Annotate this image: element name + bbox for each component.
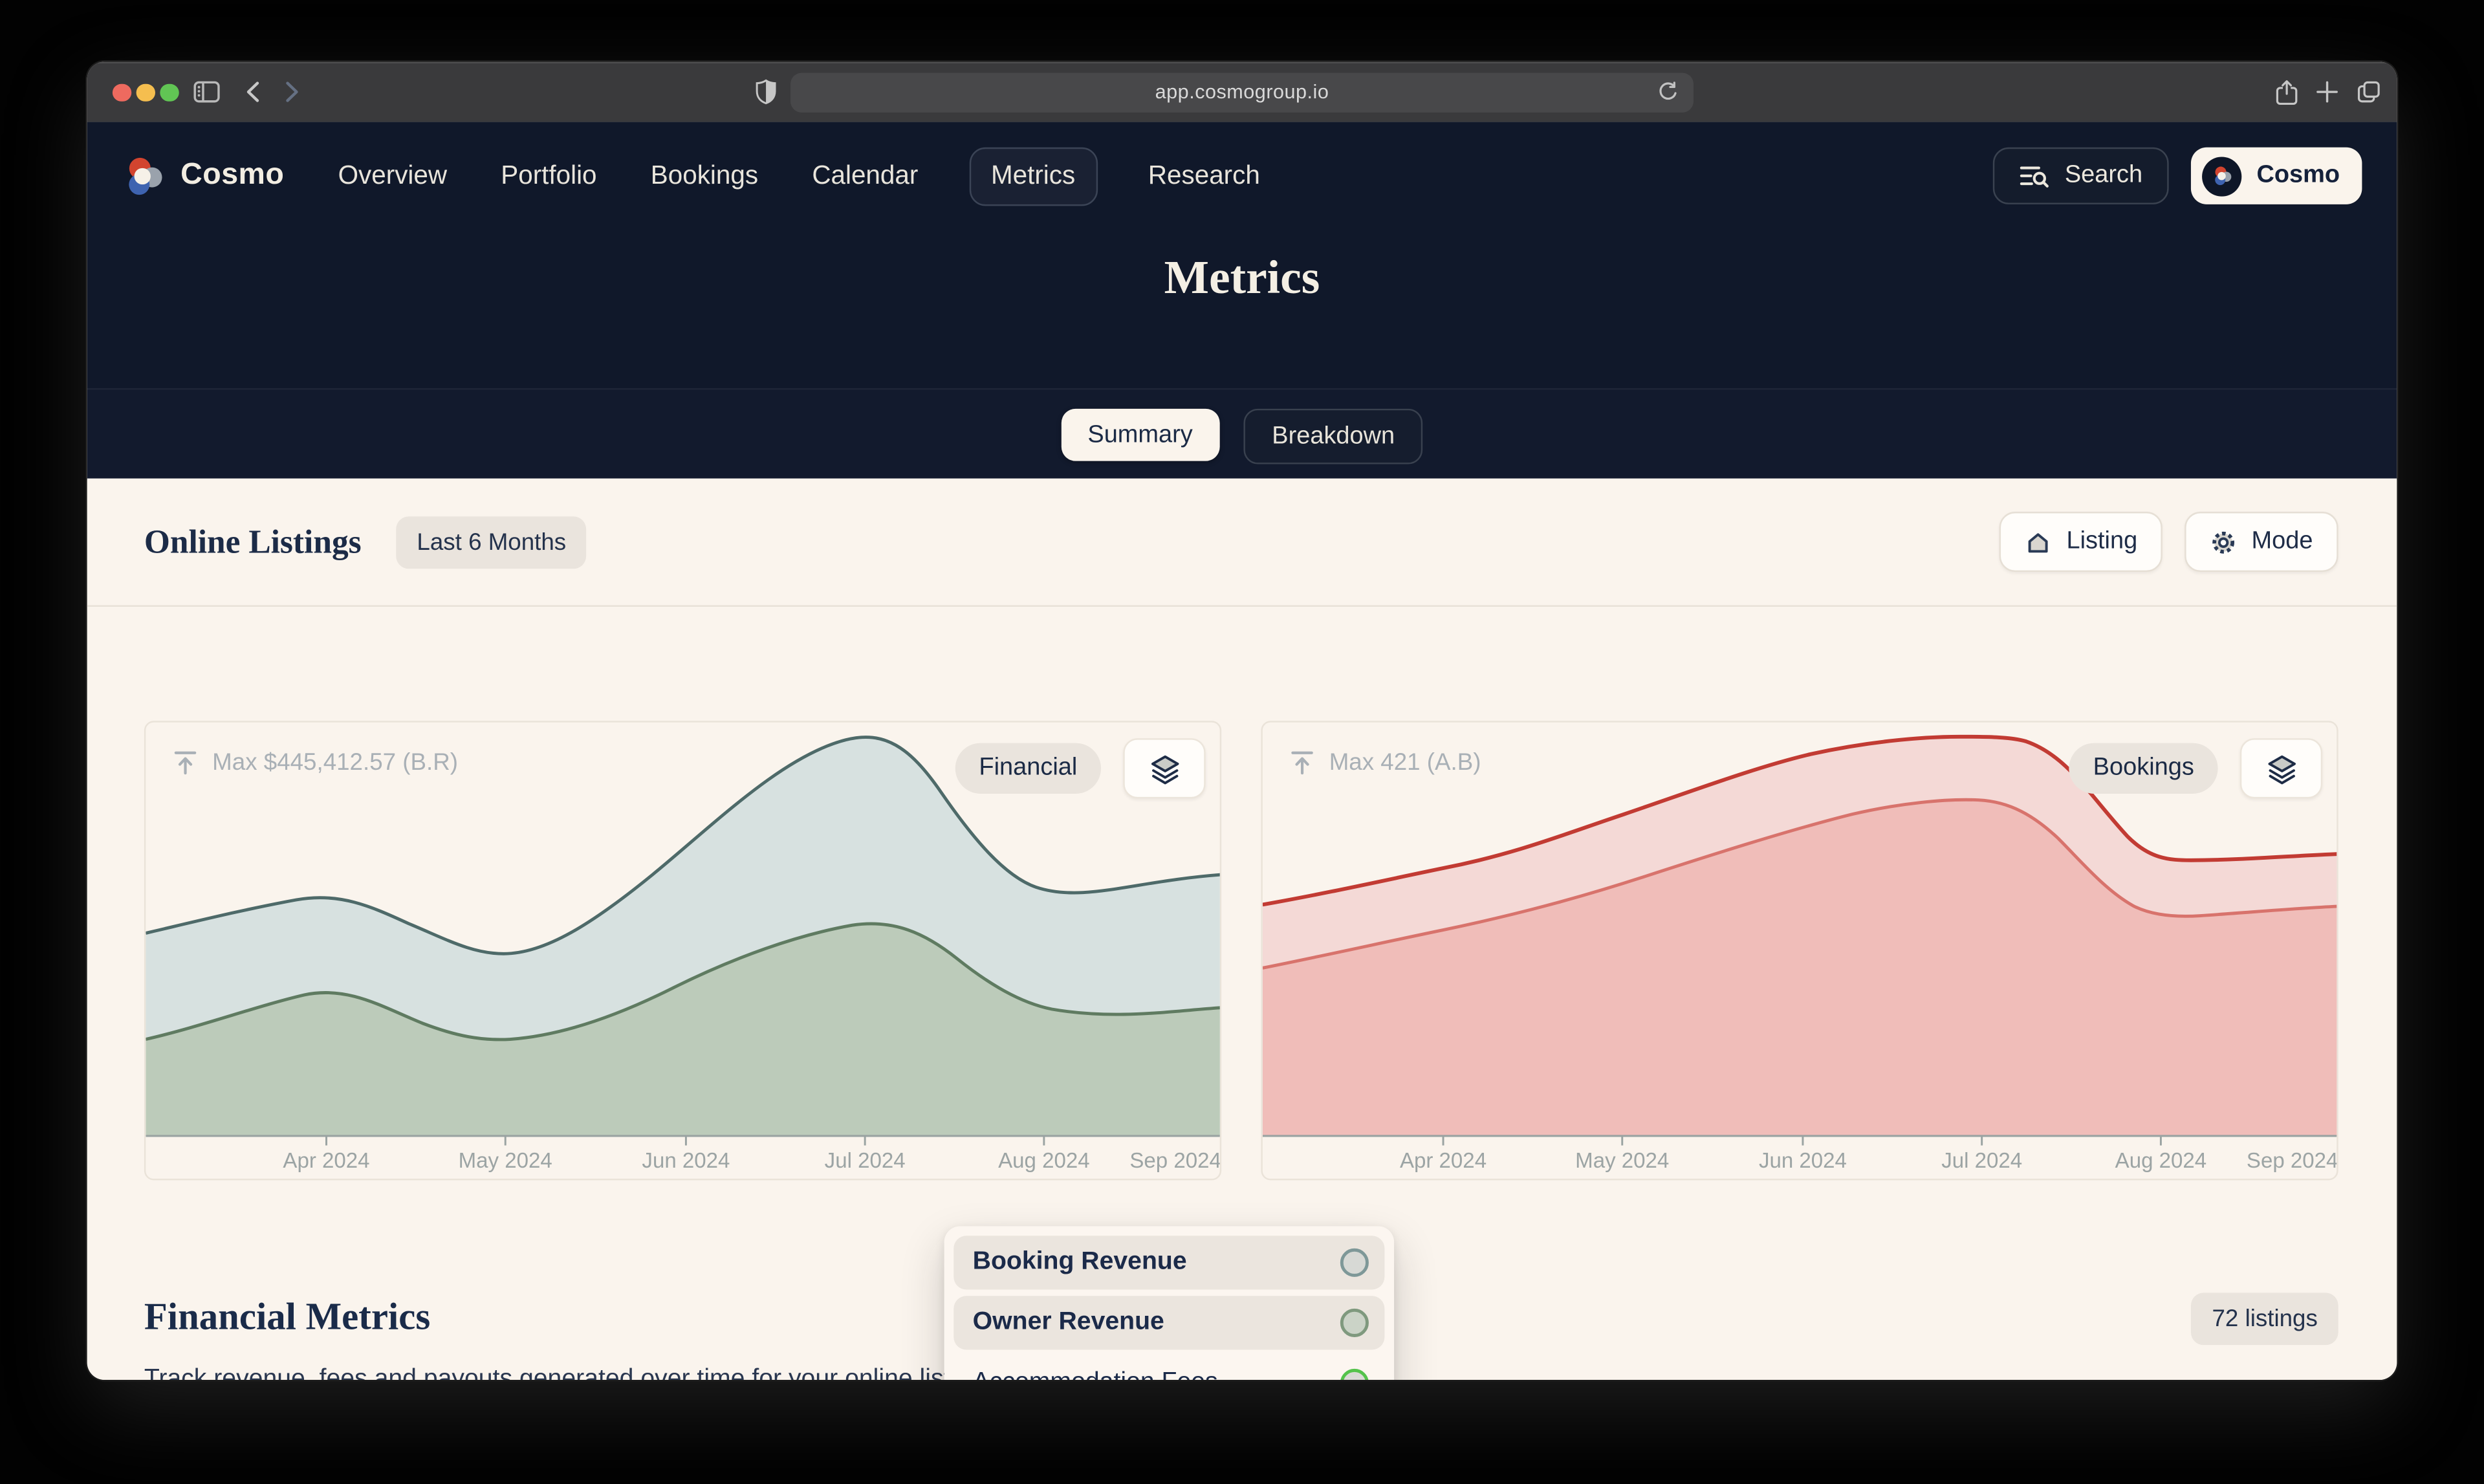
nav-item-overview[interactable]: Overview — [338, 160, 448, 190]
main-nav: Cosmo Overview Portfolio Bookings Calend… — [124, 146, 1263, 206]
nav-item-calendar[interactable]: Calendar — [812, 160, 919, 190]
search-icon — [2020, 166, 2049, 187]
nav-item-portfolio[interactable]: Portfolio — [501, 160, 597, 190]
max-annotation: Max 421 (A.B) — [1289, 749, 1481, 776]
menu-item-accommodation-fees[interactable]: Accommodation Fees — [953, 1356, 1384, 1380]
shield-icon[interactable] — [751, 62, 779, 122]
financial-chart-card: Apr 2024 May 2024 Jun 2024 Jul 2024 Aug … — [144, 721, 1222, 1181]
account-button[interactable]: Cosmo — [2192, 147, 2362, 204]
footer-heading: Financial Metrics — [144, 1297, 431, 1339]
axis-tick-label: Jul 2024 — [825, 1149, 906, 1173]
search-button[interactable]: Search — [1993, 147, 2170, 204]
reload-icon[interactable] — [1657, 80, 1679, 111]
bookings-area-chart: Apr 2024 May 2024 Jun 2024 Jul 2024 Aug … — [1262, 734, 2338, 1173]
tab-overview-icon[interactable] — [2351, 62, 2386, 122]
axis-tick-label: Jul 2024 — [1941, 1149, 2022, 1173]
tab-breakdown[interactable]: Breakdown — [1243, 408, 1424, 464]
browser-window: app.cosmogroup.io — [87, 61, 2397, 1380]
brand[interactable]: Cosmo — [124, 155, 284, 197]
tabs-band — [87, 388, 2397, 481]
axis-tick-label: Aug 2024 — [2115, 1149, 2207, 1173]
brand-name: Cosmo — [180, 158, 285, 192]
axis-tick-label: Apr 2024 — [283, 1149, 369, 1173]
nav-item-bookings[interactable]: Bookings — [650, 160, 759, 190]
search-button-label: Search — [2064, 161, 2143, 189]
series-dropdown-menu: Booking Revenue Owner Revenue Accommodat… — [944, 1226, 1395, 1380]
content-area: Online Listings Last 6 Months Listing Mo… — [87, 478, 2397, 1380]
section-title: Online Listings — [144, 523, 362, 561]
share-icon[interactable] — [2270, 62, 2302, 122]
mode-button[interactable]: Mode — [2184, 512, 2338, 573]
arrow-up-to-line-icon — [1291, 751, 1313, 775]
menu-item-label: Accommodation Fees — [973, 1369, 1218, 1380]
axis-tick-label: May 2024 — [1575, 1149, 1669, 1173]
house-icon — [2029, 532, 2049, 552]
layers-button[interactable] — [1123, 738, 1206, 799]
page-title: Metrics — [1164, 252, 1320, 305]
listing-button[interactable]: Listing — [1999, 512, 2163, 573]
view-tabs: Summary Breakdown — [87, 408, 2397, 464]
back-icon[interactable] — [237, 62, 266, 122]
chart-tag-financial[interactable]: Financial — [955, 743, 1102, 794]
forward-icon[interactable] — [278, 62, 306, 122]
period-badge[interactable]: Last 6 Months — [396, 516, 587, 569]
max-annotation: Max $445,412.57 (B.R) — [173, 749, 458, 776]
header-actions: Search Cosmo — [1993, 147, 2362, 204]
cosmo-logo-icon — [129, 157, 162, 194]
arrow-up-to-line-icon — [174, 751, 197, 775]
chart-tag-bookings[interactable]: Bookings — [2069, 743, 2218, 794]
max-annotation-text: Max $445,412.57 (B.R) — [212, 749, 458, 777]
financial-area-chart: Apr 2024 May 2024 Jun 2024 Jul 2024 Aug … — [146, 736, 1221, 1173]
listing-button-label: Listing — [2066, 527, 2138, 555]
bookings-chart-card: Apr 2024 May 2024 Jun 2024 Jul 2024 Aug … — [1261, 721, 2338, 1181]
sidebar-icon[interactable] — [188, 62, 223, 122]
axis-tick-label: Jun 2024 — [642, 1149, 730, 1173]
nav-item-metrics[interactable]: Metrics — [968, 146, 1098, 206]
menu-item-booking-revenue[interactable]: Booking Revenue — [953, 1236, 1385, 1290]
browser-toolbar: app.cosmogroup.io — [87, 61, 2397, 122]
gear-icon — [2212, 530, 2235, 553]
layers-icon — [1150, 754, 1179, 784]
account-button-label: Cosmo — [2256, 161, 2340, 189]
axis-tick-label: Sep 2024 — [1129, 1149, 1221, 1173]
section-divider — [87, 605, 2397, 607]
url-text: app.cosmogroup.io — [1155, 80, 1329, 104]
tab-summary[interactable]: Summary — [1060, 408, 1220, 461]
series-color-dot — [1340, 1308, 1369, 1337]
zoom-window-button[interactable] — [160, 83, 179, 102]
avatar — [2203, 156, 2243, 196]
clipped-description: Track revenue, fees and payouts generate… — [144, 1366, 997, 1380]
layers-icon — [2267, 754, 2295, 784]
layers-button[interactable] — [2239, 738, 2323, 799]
max-annotation-text: Max 421 (A.B) — [1329, 749, 1481, 777]
minimize-window-button[interactable] — [136, 83, 155, 102]
series-color-dot — [1340, 1248, 1369, 1277]
axis-tick-label: Apr 2024 — [1400, 1149, 1487, 1173]
series-color-dot — [1340, 1368, 1369, 1380]
menu-item-owner-revenue[interactable]: Owner Revenue — [953, 1296, 1385, 1350]
address-bar[interactable]: app.cosmogroup.io — [790, 72, 1694, 112]
close-window-button[interactable] — [112, 83, 131, 102]
mode-button-label: Mode — [2251, 527, 2313, 555]
menu-item-label: Booking Revenue — [972, 1248, 1187, 1276]
new-tab-icon[interactable] — [2311, 62, 2343, 122]
axis-tick-label: Sep 2024 — [2247, 1149, 2338, 1173]
axis-tick-label: Aug 2024 — [998, 1149, 1090, 1173]
menu-item-label: Owner Revenue — [972, 1308, 1164, 1336]
axis-tick-label: Jun 2024 — [1759, 1149, 1847, 1173]
listings-count-badge: 72 listings — [2191, 1293, 2338, 1346]
cosmo-logo-icon — [2215, 166, 2232, 186]
nav-item-research[interactable]: Research — [1148, 160, 1260, 190]
axis-tick-label: May 2024 — [459, 1149, 552, 1173]
